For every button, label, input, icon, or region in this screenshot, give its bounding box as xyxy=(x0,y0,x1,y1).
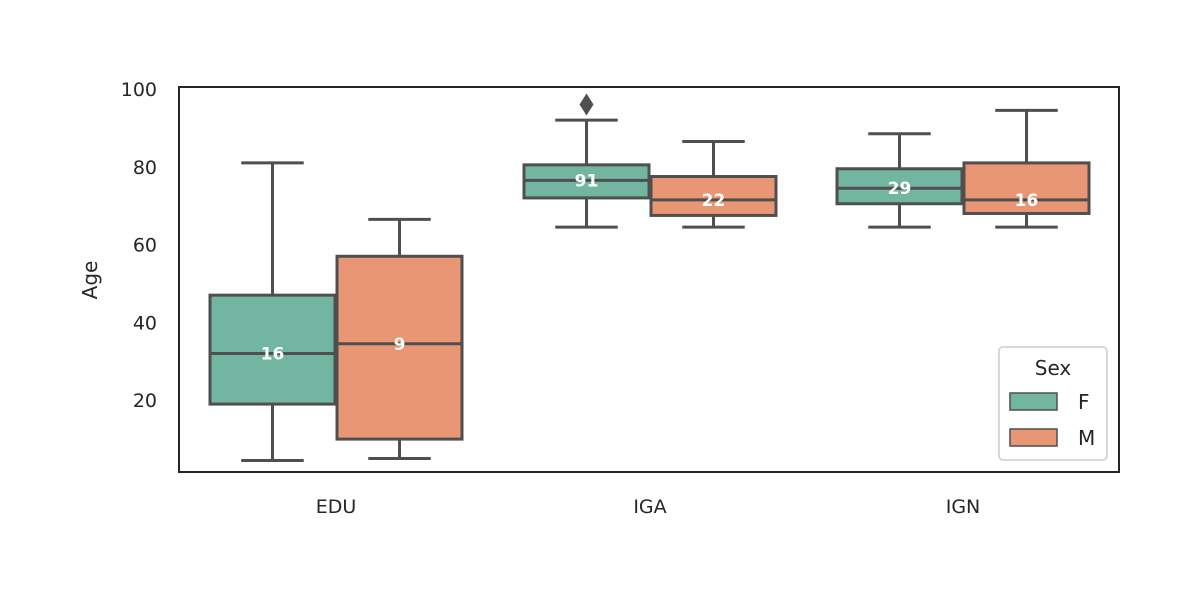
y-tick-label: 60 xyxy=(133,235,157,257)
box-body xyxy=(962,161,1091,215)
legend-swatch-F xyxy=(1009,392,1058,411)
count-label: 16 xyxy=(261,345,285,365)
box-body xyxy=(835,167,964,206)
box-F-IGA: 91 xyxy=(522,93,651,229)
y-axis-title: Age xyxy=(78,261,102,300)
x-axis: EDU IGA IGN xyxy=(316,496,981,518)
x-tick-label: IGN xyxy=(946,496,981,518)
legend-swatch-M xyxy=(1009,428,1058,447)
x-tick-label: EDU xyxy=(316,496,357,518)
legend-label-F: F xyxy=(1078,390,1090,414)
box-body xyxy=(649,175,778,217)
outlier-point xyxy=(579,93,594,116)
y-tick-label: 40 xyxy=(133,312,157,334)
legend-title: Sex xyxy=(1035,356,1072,380)
box-body xyxy=(335,254,464,441)
box-M-IGA: 22 xyxy=(649,140,778,229)
y-tick-label: 20 xyxy=(133,390,157,412)
count-label: 91 xyxy=(575,171,599,191)
x-tick-label: IGA xyxy=(633,496,666,518)
box-M-EDU: 9 xyxy=(335,217,464,461)
y-tick-label: 80 xyxy=(133,157,157,179)
count-label: 29 xyxy=(888,179,912,199)
count-label: 22 xyxy=(702,191,726,211)
legend-label-M: M xyxy=(1078,426,1095,450)
box-M-IGN: 16 xyxy=(962,108,1091,229)
box-body xyxy=(208,293,337,406)
plot-area: 16 91 29 9 22 16 xyxy=(208,93,1091,462)
count-label: 9 xyxy=(394,335,406,355)
plot-frame xyxy=(178,86,1120,473)
count-label: 16 xyxy=(1015,191,1039,211)
y-axis: 20 40 60 80 100 xyxy=(121,79,157,412)
y-tick-label: 100 xyxy=(121,79,157,101)
box-F-EDU: 16 xyxy=(208,161,337,462)
box-F-IGN: 29 xyxy=(835,132,964,229)
